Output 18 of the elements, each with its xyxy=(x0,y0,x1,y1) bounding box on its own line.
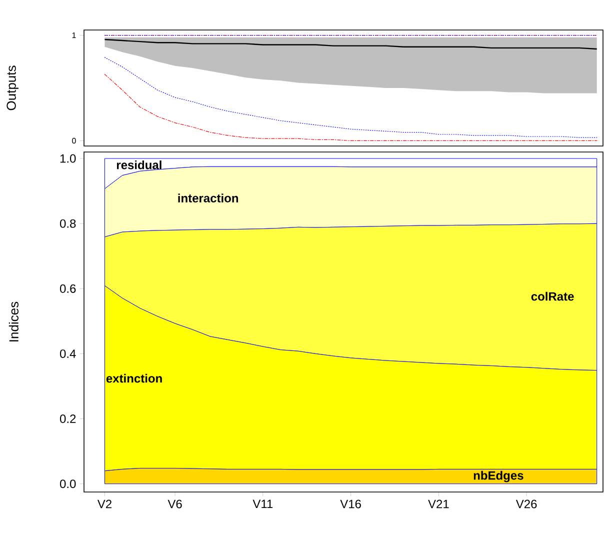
x-tick-label: V21 xyxy=(428,500,449,508)
x-tick-label: V6 xyxy=(168,500,182,508)
y-tick-label: 0 xyxy=(72,138,76,144)
y-tick-label: 0.8 xyxy=(60,219,76,228)
series-label: nbEdges xyxy=(474,470,524,482)
y-tick-label: 1.0 xyxy=(60,154,76,163)
y-tick-label: 0.4 xyxy=(60,349,76,358)
y-tick-label: 0.6 xyxy=(60,284,76,293)
y-axis-title: Indices xyxy=(8,302,18,342)
x-tick-label: V26 xyxy=(516,500,537,508)
series-label: extinction xyxy=(106,374,162,383)
y-axis-title: Outputs xyxy=(6,66,18,110)
y-tick-label: 0.0 xyxy=(60,480,76,488)
x-tick-label: V16 xyxy=(340,500,361,508)
y-tick-label: 0.2 xyxy=(60,414,76,424)
x-tick-label: V11 xyxy=(252,500,273,508)
y-tick-label: 1 xyxy=(72,32,76,38)
x-tick-label: V2 xyxy=(97,500,112,508)
